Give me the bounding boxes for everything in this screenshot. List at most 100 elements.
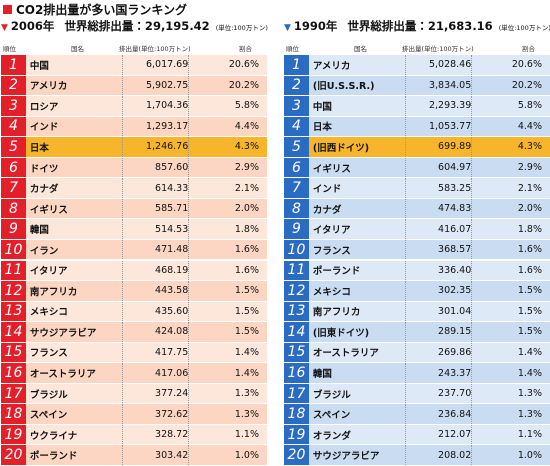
rank: 2: [1, 75, 26, 96]
column-headers: 順位 国名 排出量(単位:100万トン) 割合: [1, 36, 267, 55]
country: スペイン: [29, 410, 68, 422]
rank: 18: [284, 404, 309, 424]
table-row: 8 イギリス 585.71 2.0%: [1, 198, 267, 219]
country: イタリア: [312, 225, 351, 237]
share: 2.9%: [471, 157, 550, 178]
rank: 16: [1, 363, 26, 383]
emission: 377.24: [121, 383, 188, 404]
table-row: 20 サウジアラビア 208.02 1.0%: [284, 445, 550, 465]
table-row: 11 ポーランド 336.40 1.6%: [284, 260, 550, 280]
emission: 1,293.17: [121, 116, 188, 137]
table-row: 16 韓国 243.37 1.4%: [284, 363, 550, 383]
rank: 10: [284, 239, 309, 260]
rank: 12: [284, 281, 309, 301]
table-row: 6 ドイツ 857.60 2.9%: [1, 157, 267, 178]
rank: 15: [284, 342, 309, 363]
rank: 13: [1, 301, 26, 322]
rank: 17: [1, 383, 26, 404]
share: 1.5%: [188, 322, 267, 342]
emission: 212.07: [404, 424, 471, 445]
table-row: 7 カナダ 614.33 2.1%: [1, 178, 267, 198]
table-row: 4 日本 1,053.77 4.4%: [284, 116, 550, 137]
table-row: 11 イタリア 468.19 1.6%: [1, 260, 267, 280]
country: カナダ: [29, 184, 59, 196]
panel-2006: ▼ 2006年 世界総排出量：29,195.42 (単位:100万トン) 順位 国名 排出量…: [1, 18, 268, 466]
country: イラン: [29, 245, 59, 257]
rank: 8: [284, 198, 309, 219]
rank: 3: [284, 96, 309, 116]
share: 20.6%: [188, 55, 267, 75]
country: オーストラリア: [29, 369, 96, 380]
share: 1.5%: [471, 281, 550, 301]
rank: 5: [284, 137, 309, 157]
emission: 468.19: [121, 260, 188, 280]
rank: 5: [1, 137, 26, 157]
rank: 14: [284, 322, 309, 342]
country: (旧西ドイツ): [312, 142, 370, 154]
share: 1.8%: [471, 219, 550, 239]
country: 南アフリカ: [29, 286, 78, 298]
rank: 2: [284, 75, 309, 96]
share: 2.0%: [471, 198, 550, 219]
column-header: 割合: [239, 45, 252, 53]
table-row: 1 中国 6,017.69 20.6%: [1, 55, 267, 75]
year: 1990年: [293, 19, 338, 33]
table-row: 9 韓国 514.53 1.8%: [1, 219, 267, 239]
emission: 514.53: [121, 219, 188, 239]
emission: 604.97: [404, 157, 471, 178]
column-header: 順位: [3, 45, 16, 53]
triangle-icon: ▼: [284, 23, 291, 33]
share: 1.6%: [471, 239, 550, 260]
country: イタリア: [29, 266, 68, 278]
share: 2.0%: [188, 198, 267, 219]
share: 1.6%: [188, 239, 267, 260]
emission: 699.89: [404, 137, 471, 157]
emission: 417.06: [121, 363, 188, 383]
country: メキシコ: [29, 307, 68, 319]
emission: 583.25: [404, 178, 471, 198]
table-row: 1 アメリカ 5,028.46 20.6%: [284, 55, 550, 75]
country: ポーランド: [312, 266, 361, 278]
share: 1.5%: [471, 301, 550, 322]
emission: 417.75: [121, 342, 188, 363]
country: カナダ: [312, 204, 342, 216]
share: 1.4%: [188, 363, 267, 383]
emission: 328.72: [121, 424, 188, 445]
table-row: 17 ブラジル 377.24 1.3%: [1, 383, 267, 404]
country: ウクライナ: [29, 430, 78, 442]
table-row: 13 メキシコ 435.60 1.5%: [1, 301, 267, 322]
country: ロシア: [29, 101, 59, 113]
country: インド: [312, 184, 342, 196]
share: 4.4%: [188, 116, 267, 137]
country: 南アフリカ: [312, 307, 361, 319]
column-header: 順位: [286, 45, 299, 53]
emission: 1,053.77: [404, 116, 471, 137]
country: スペイン: [312, 410, 351, 422]
column-header: 国名: [354, 45, 367, 53]
rank: 16: [284, 363, 309, 383]
emission: 614.33: [121, 178, 188, 198]
emission: 416.07: [404, 219, 471, 239]
table-row: 14 (旧東ドイツ) 289.15 1.5%: [284, 322, 550, 342]
country: フランス: [29, 348, 68, 360]
table-row: 7 インド 583.25 2.1%: [284, 178, 550, 198]
rank: 4: [284, 116, 309, 137]
country: イギリス: [312, 163, 351, 175]
column-header: 国名: [71, 45, 84, 53]
share: 20.2%: [188, 75, 267, 96]
table-row: 17 ブラジル 237.70 1.3%: [284, 383, 550, 404]
rank: 1: [284, 55, 309, 75]
share: 1.1%: [471, 424, 550, 445]
rank: 9: [284, 219, 309, 239]
country: アメリカ: [29, 81, 68, 93]
share: 1.4%: [188, 342, 267, 363]
table-row: 20 ポーランド 303.42 1.0%: [1, 445, 267, 465]
table-row: 2 アメリカ 5,902.75 20.2%: [1, 75, 267, 96]
emission: 372.62: [121, 404, 188, 424]
country: ブラジル: [29, 389, 68, 401]
share: 4.3%: [188, 137, 267, 157]
emission: 301.04: [404, 301, 471, 322]
emission: 5,028.46: [404, 55, 471, 75]
share: 5.8%: [471, 96, 550, 116]
